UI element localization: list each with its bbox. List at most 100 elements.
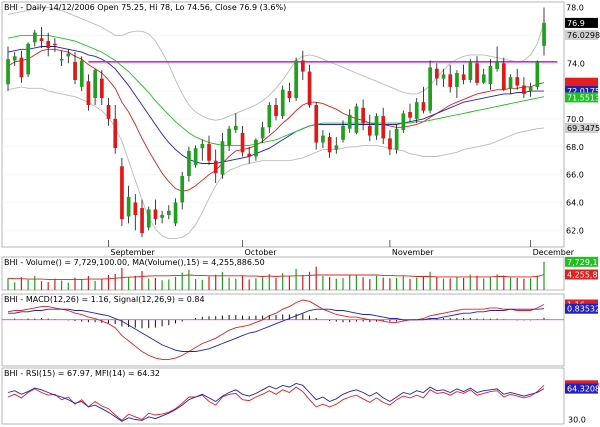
candle-body-24 <box>167 210 171 215</box>
price-tag-bg-2 <box>565 58 598 69</box>
price-panel-title: BHI - Daily 14/12/2006 Open 75.25, Hi 78… <box>4 3 286 12</box>
candle-body-75 <box>508 77 513 89</box>
price-tag-bg-4 <box>565 86 598 97</box>
candle-body-53 <box>361 107 365 124</box>
price-tag-bg-6 <box>565 123 598 133</box>
candle-body-28 <box>193 148 198 165</box>
rsi-panel-title: BHI - RSI(15) = 67.97, MFI(14) = 64.32 <box>4 369 160 378</box>
price-tag-bg-1 <box>565 30 598 40</box>
rsi-tag-bg-1 <box>565 383 598 394</box>
candle-body-13 <box>93 70 97 98</box>
candle-body-5 <box>39 38 44 41</box>
candle-body-64 <box>435 68 439 79</box>
candle-body-78 <box>528 86 533 92</box>
price-ytick-2: 66.0 <box>566 171 584 180</box>
candle-body-41 <box>280 89 285 117</box>
candle-body-44 <box>301 60 305 72</box>
candle-body-19 <box>133 202 138 215</box>
candle-body-61 <box>414 102 419 119</box>
candle-body-62 <box>421 102 426 111</box>
candle-body-72 <box>488 66 493 85</box>
candle-body-9 <box>66 53 71 57</box>
volume-panel: BHI - Volume() = 7,729,100.00, MA(Volume… <box>1 256 600 291</box>
candle-body-10 <box>73 61 77 80</box>
candle-body-1 <box>12 56 17 61</box>
candle-body-11 <box>79 60 84 87</box>
candle-body-51 <box>347 114 352 129</box>
candle-body-37 <box>254 139 258 157</box>
candle-body-38 <box>260 127 265 139</box>
candle-body-40 <box>274 105 278 117</box>
month-label-3: December <box>533 248 575 257</box>
candle-body-32 <box>220 141 225 175</box>
price-overlay-1 <box>7 46 544 164</box>
candle-body-33 <box>227 128 231 146</box>
price-tag-label-4: 72.0175 <box>567 87 600 96</box>
volume-tag-bg-1 <box>565 269 598 280</box>
candle-body-76 <box>515 77 520 86</box>
candle-body-54 <box>368 125 372 136</box>
rsi-series-1 <box>7 383 545 422</box>
candle-body-77 <box>522 85 526 94</box>
candle-body-69 <box>468 61 473 80</box>
price-tag-label-3: 72.8 <box>567 79 585 88</box>
candle-body-43 <box>294 60 298 99</box>
candle-body-0 <box>6 59 10 85</box>
macd-tag-label-1: 0.835327 <box>567 305 600 314</box>
month-label-0: September <box>111 248 156 257</box>
candle-body-12 <box>86 81 91 105</box>
candle-body-67 <box>455 73 459 87</box>
candle-body-71 <box>481 74 486 83</box>
candle-body-42 <box>287 91 292 99</box>
candle-body-8 <box>59 59 64 61</box>
price-tag-label-6: 69.3475 <box>567 124 600 133</box>
month-label-2: November <box>392 248 434 257</box>
volume-tag-label-0: 7,729,100 <box>567 258 600 267</box>
rsi-ytick-0: 30.0 <box>568 416 586 425</box>
candle-body-15 <box>106 105 111 119</box>
macd-tag-bg-1 <box>565 303 598 314</box>
price-tag-label-2: 74.0 <box>567 59 585 68</box>
candle-body-39 <box>267 105 272 128</box>
candle-body-22 <box>153 209 158 220</box>
rsi-series-0 <box>7 384 545 421</box>
candle-body-55 <box>374 116 379 136</box>
price-ytick-8: 78.0 <box>566 4 584 13</box>
price-ytick-3: 68.0 <box>566 143 584 152</box>
rsi-panel: BHI - RSI(15) = 67.97, MFI(14) = 64.32 3… <box>1 367 600 425</box>
price-tag-bg-0 <box>565 17 598 28</box>
candle-body-49 <box>334 145 339 150</box>
candle-body-29 <box>200 144 205 149</box>
candle-body-52 <box>354 106 359 133</box>
candle-body-68 <box>461 74 466 80</box>
candle-body-60 <box>408 112 412 118</box>
price-overlay-4 <box>7 86 545 240</box>
macd-panel: BHI - MACD(12,26) = 1.16, Signal(12,26,9… <box>1 293 600 367</box>
candle-body-2 <box>19 57 24 78</box>
month-label-1: October <box>245 248 278 257</box>
price-tag-bg-3 <box>565 77 598 88</box>
price-ytick-1: 64.0 <box>566 199 584 208</box>
candle-body-79 <box>535 61 540 87</box>
candle-body-36 <box>247 153 252 157</box>
candle-body-26 <box>180 176 185 203</box>
candle-body-80 <box>542 22 546 46</box>
candle-body-27 <box>187 150 191 176</box>
volume-ma-line <box>7 274 545 280</box>
candle-body-3 <box>26 43 30 75</box>
candle-body-73 <box>495 61 499 69</box>
candle-body-48 <box>327 137 332 153</box>
candle-body-58 <box>394 128 399 150</box>
candle-body-20 <box>140 208 144 234</box>
candle-body-7 <box>53 43 57 46</box>
candle-body-56 <box>381 116 386 139</box>
candle-body-6 <box>46 41 51 48</box>
candle-body-65 <box>441 74 446 79</box>
candle-body-70 <box>475 63 479 83</box>
price-ytick-0: 62.0 <box>566 226 584 235</box>
candle-body-18 <box>126 196 131 217</box>
price-overlay-2 <box>7 34 545 146</box>
volume-tag-bg-0 <box>565 256 598 267</box>
candle-body-63 <box>428 67 432 111</box>
candle-body-14 <box>100 78 104 99</box>
